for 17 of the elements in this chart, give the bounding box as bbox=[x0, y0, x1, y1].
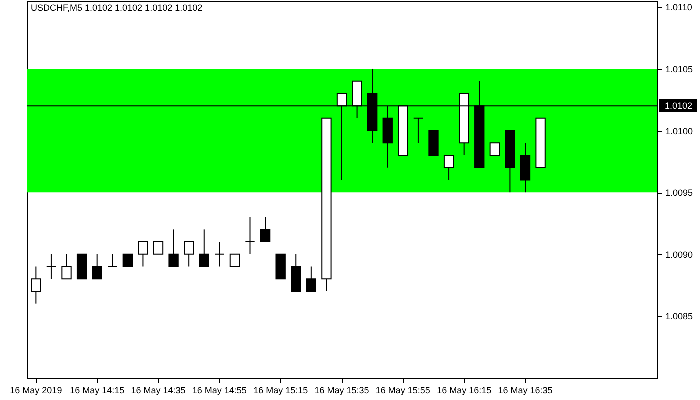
x-tick-label: 16 May 14:55 bbox=[192, 386, 247, 396]
y-tick-label: 1.0095 bbox=[666, 188, 694, 198]
x-tick-label: 16 May 14:15 bbox=[70, 386, 125, 396]
y-tick-label: 1.0085 bbox=[666, 312, 694, 322]
x-tick-label: 16 May 2019 bbox=[10, 386, 62, 396]
x-tick-label: 16 May 15:35 bbox=[314, 386, 370, 396]
x-tick-label: 16 May 15:15 bbox=[254, 386, 308, 396]
x-tick-label: 16 May 16:15 bbox=[437, 386, 492, 396]
x-tick-label: 16 May 15:55 bbox=[376, 386, 430, 396]
y-tick-label: 1.0105 bbox=[666, 64, 694, 74]
ref-line-label: 1.0102 bbox=[665, 101, 693, 112]
chart-title: USDCHF,M5 1.0102 1.0102 1.0102 1.0102 bbox=[31, 3, 203, 13]
y-tick-label: 1.0110 bbox=[666, 2, 692, 13]
y-tick-label: 1.0100 bbox=[666, 126, 694, 136]
x-tick-label: 16 May 16:35 bbox=[498, 386, 553, 396]
x-tick-label: 16 May 14:35 bbox=[131, 386, 186, 396]
y-tick-label: 1.0090 bbox=[666, 250, 694, 260]
